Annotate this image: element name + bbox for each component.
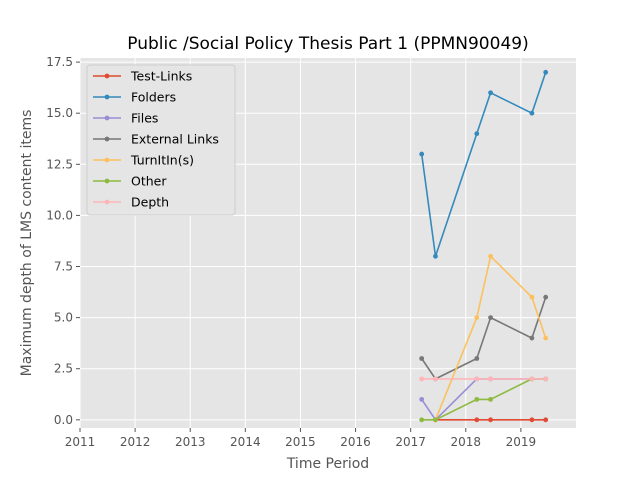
legend-marker xyxy=(104,136,110,142)
legend-marker xyxy=(104,115,110,121)
data-point-folders xyxy=(433,253,438,259)
data-point-depth xyxy=(474,376,480,382)
series-line-external-links xyxy=(421,296,547,380)
legend-marker xyxy=(104,157,110,163)
data-point-turnitin-s xyxy=(474,315,480,321)
legend-item-external-links: External Links xyxy=(93,132,219,147)
legend-item-folders: Folders xyxy=(93,90,176,105)
legend-marker xyxy=(104,178,110,184)
legend-label: Folders xyxy=(131,90,176,105)
data-point-external-links xyxy=(529,335,535,341)
x-tick-label: 2015 xyxy=(285,435,316,449)
x-tick-label: 2014 xyxy=(230,435,261,449)
legend-label: Test-Links xyxy=(130,69,192,84)
y-tick-label: 17.5 xyxy=(46,55,73,69)
legend-marker xyxy=(104,94,110,100)
legend: Test-Links Folders Files External Links Turn… xyxy=(86,64,236,216)
legend-label: TurnItIn(s) xyxy=(130,153,194,168)
data-point-folders xyxy=(419,151,425,157)
y-tick-label: 2.5 xyxy=(54,362,73,376)
x-axis-label: Time Period xyxy=(286,456,369,472)
legend-item-depth: Depth xyxy=(93,195,169,210)
legend-item-other: Other xyxy=(93,174,167,189)
data-point-turnitin-s xyxy=(488,253,493,259)
x-axis-ticks: 2011 2012 2013 2014 2015 2016 2017 2018 2019 xyxy=(65,428,536,449)
y-tick-label: 15.0 xyxy=(46,106,73,120)
y-tick-label: 10.0 xyxy=(46,208,73,222)
x-tick-label: 2011 xyxy=(65,435,96,449)
data-point-test-links xyxy=(488,417,493,423)
data-point-folders xyxy=(529,110,535,116)
x-tick-label: 2016 xyxy=(340,435,371,449)
data-point-other xyxy=(419,417,425,423)
data-point-external-links xyxy=(543,294,549,300)
data-point-test-links xyxy=(529,417,535,423)
y-tick-label: 5.0 xyxy=(54,311,73,325)
legend-marker xyxy=(104,73,110,79)
data-point-depth xyxy=(529,376,535,382)
data-point-turnitin-s xyxy=(543,335,549,341)
legend-item-test-links: Test-Links xyxy=(93,69,192,84)
x-tick-label: 2017 xyxy=(395,435,426,449)
data-point-external-links xyxy=(419,356,425,361)
legend-label: External Links xyxy=(131,132,219,147)
x-tick-label: 2019 xyxy=(506,435,537,449)
x-tick-label: 2018 xyxy=(451,435,482,449)
data-point-folders xyxy=(474,131,480,137)
y-axis-ticks: 0.0 2.5 5.0 7.5 10.0 12.5 15.0 17.5 xyxy=(46,55,80,427)
legend-label: Depth xyxy=(131,195,169,210)
series-folders xyxy=(419,69,549,259)
data-point-other xyxy=(433,417,438,423)
data-point-external-links xyxy=(474,356,480,361)
data-point-files xyxy=(419,396,425,402)
legend-item-files: Files xyxy=(93,111,158,126)
series-depth xyxy=(419,376,549,382)
legend-marker xyxy=(104,199,110,205)
y-tick-label: 12.5 xyxy=(46,157,73,171)
legend-box xyxy=(86,64,236,216)
data-point-folders xyxy=(543,69,549,75)
y-tick-label: 7.5 xyxy=(54,260,73,274)
data-point-depth xyxy=(488,376,493,382)
data-point-other xyxy=(474,396,480,402)
x-tick-label: 2013 xyxy=(175,435,206,449)
data-point-turnitin-s xyxy=(529,294,535,300)
legend-label: Files xyxy=(131,111,158,126)
series-line-folders xyxy=(420,72,547,258)
x-tick-label: 2012 xyxy=(120,435,151,449)
data-point-test-links xyxy=(543,417,549,423)
data-point-depth xyxy=(419,376,425,382)
legend-label: Other xyxy=(131,174,167,189)
data-point-test-links xyxy=(474,417,480,423)
legend-item-turnitin-s: TurnItIn(s) xyxy=(93,153,194,168)
y-axis-label: Maximum depth of LMS content items xyxy=(19,110,35,377)
data-point-other xyxy=(488,396,493,402)
y-tick-label: 0.0 xyxy=(54,413,73,427)
data-point-depth xyxy=(433,376,438,382)
chart-title: Public /Social Policy Thesis Part 1 (PPM… xyxy=(127,34,528,54)
series-group xyxy=(419,69,549,423)
data-point-folders xyxy=(488,90,493,96)
data-point-depth xyxy=(543,376,549,382)
series-external-links xyxy=(419,294,549,382)
data-point-external-links xyxy=(488,315,493,321)
